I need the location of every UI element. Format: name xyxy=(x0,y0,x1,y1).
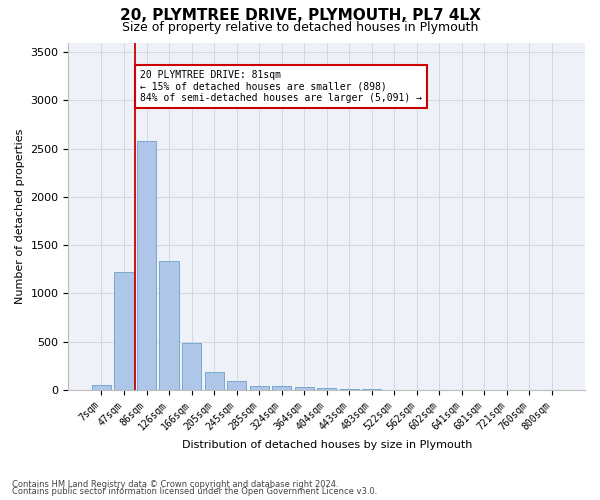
Text: Contains HM Land Registry data © Crown copyright and database right 2024.: Contains HM Land Registry data © Crown c… xyxy=(12,480,338,489)
Text: 20, PLYMTREE DRIVE, PLYMOUTH, PL7 4LX: 20, PLYMTREE DRIVE, PLYMOUTH, PL7 4LX xyxy=(119,8,481,22)
Bar xyxy=(295,387,314,390)
X-axis label: Distribution of detached houses by size in Plymouth: Distribution of detached houses by size … xyxy=(182,440,472,450)
Bar xyxy=(92,385,111,390)
Bar xyxy=(160,260,179,390)
Text: Contains public sector information licensed under the Open Government Licence v3: Contains public sector information licen… xyxy=(12,487,377,496)
Bar xyxy=(340,389,359,390)
Bar xyxy=(317,388,336,390)
Bar xyxy=(137,141,156,390)
Bar xyxy=(115,272,134,390)
Bar xyxy=(227,381,246,390)
Text: Size of property relative to detached houses in Plymouth: Size of property relative to detached ho… xyxy=(122,21,478,34)
Bar xyxy=(272,386,291,390)
Bar xyxy=(205,372,224,390)
Y-axis label: Number of detached properties: Number of detached properties xyxy=(15,128,25,304)
Text: 20 PLYMTREE DRIVE: 81sqm
← 15% of detached houses are smaller (898)
84% of semi-: 20 PLYMTREE DRIVE: 81sqm ← 15% of detach… xyxy=(140,70,422,102)
Bar xyxy=(182,342,201,390)
Bar xyxy=(250,386,269,390)
